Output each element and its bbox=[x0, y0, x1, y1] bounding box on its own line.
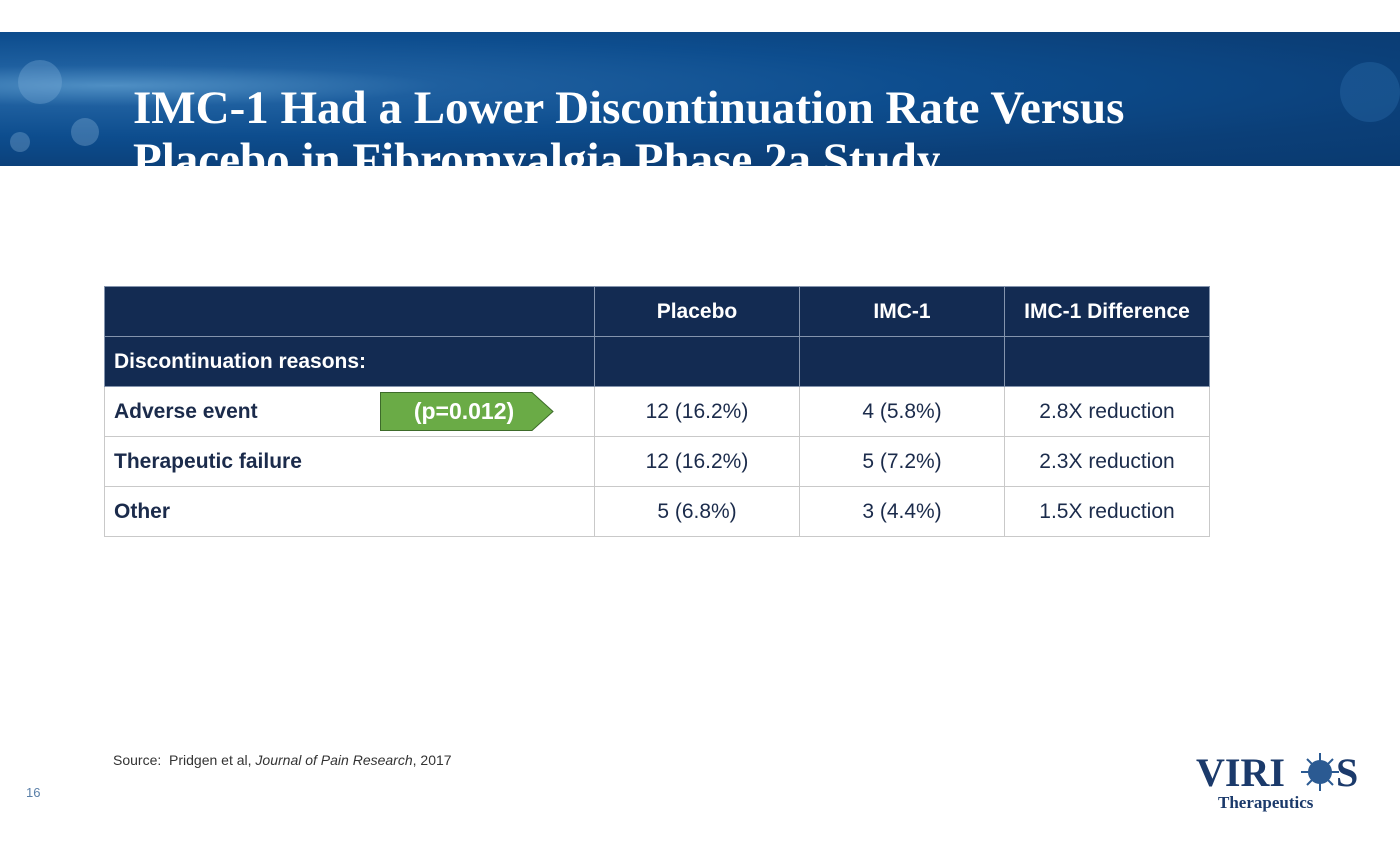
row-label: Therapeutic failure bbox=[104, 436, 595, 487]
empty-cell bbox=[594, 336, 800, 387]
section-row: Discontinuation reasons: bbox=[104, 336, 1210, 387]
tag-shape bbox=[380, 392, 554, 431]
p-value-text: (p=0.012) bbox=[413, 398, 515, 424]
row: Adverse event (p=0.012) 12 (16.2%) 4 (5.8%)… bbox=[104, 386, 1210, 437]
empty-cell bbox=[1004, 336, 1210, 387]
slide-title: IMC-1 Had a Lower Discontinuation Rate V… bbox=[133, 82, 1124, 186]
source-journal: Journal of Pain Research bbox=[255, 752, 413, 768]
header-cell: IMC-1 Difference bbox=[1004, 286, 1210, 337]
logo-subtitle: Therapeutics bbox=[1218, 793, 1314, 812]
source-note: Source: Pridgen et al, Journal of Pain R… bbox=[113, 752, 452, 768]
cell: 5 (7.2%) bbox=[799, 436, 1005, 487]
p-value-tag: (p=0.012) bbox=[380, 392, 554, 431]
title-banner: IMC-1 Had a Lower Discontinuation Rate V… bbox=[0, 32, 1400, 186]
logo-left: VIRI bbox=[1196, 750, 1285, 795]
source-suffix: , 2017 bbox=[412, 752, 452, 768]
cell: 12 (16.2%) bbox=[594, 436, 800, 487]
banner-decoration bbox=[10, 60, 1400, 152]
cell: 2.3X reduction bbox=[1004, 436, 1210, 487]
header-cell: IMC-1 bbox=[799, 286, 1005, 337]
data-table: Placebo IMC-1 IMC-1 Difference Discontinuat… bbox=[104, 286, 1210, 537]
section-cell: Discontinuation reasons: bbox=[104, 336, 595, 387]
cell: 5 (6.8%) bbox=[594, 486, 800, 537]
cell: 12 (16.2%) bbox=[594, 386, 800, 437]
cell: 2.8X reduction bbox=[1004, 386, 1210, 437]
cell: 4 (5.8%) bbox=[799, 386, 1005, 437]
row-label: Other bbox=[104, 486, 595, 537]
row-label-text: Adverse event bbox=[114, 399, 258, 423]
logo: VIRI S Therapeutics bbox=[1196, 750, 1358, 812]
header-cell bbox=[104, 286, 595, 337]
title-line: IMC-1 Had a Lower Discontinuation Rate V… bbox=[133, 82, 1125, 134]
logo-right: S bbox=[1336, 750, 1358, 795]
title-line: Placebo in Fibromyalgia Phase 2a Study bbox=[133, 134, 941, 186]
cell: 3 (4.4%) bbox=[799, 486, 1005, 537]
row: Other 5 (6.8%) 3 (4.4%) 1.5X reduction bbox=[104, 486, 1210, 537]
row-label: Adverse event (p=0.012) bbox=[104, 386, 595, 437]
logo-icon bbox=[1301, 753, 1339, 791]
empty-cell bbox=[799, 336, 1005, 387]
header-row: Placebo IMC-1 IMC-1 Difference bbox=[104, 286, 1210, 337]
page-number: 16 bbox=[26, 785, 41, 800]
row-label-text: Therapeutic failure bbox=[114, 449, 302, 473]
source-prefix: Source: Pridgen et al, bbox=[113, 752, 256, 768]
cell: 1.5X reduction bbox=[1004, 486, 1210, 537]
header-cell: Placebo bbox=[594, 286, 800, 337]
row-label-text: Other bbox=[114, 499, 171, 523]
row: Therapeutic failure 12 (16.2%) 5 (7.2%) 2.3… bbox=[104, 436, 1210, 487]
